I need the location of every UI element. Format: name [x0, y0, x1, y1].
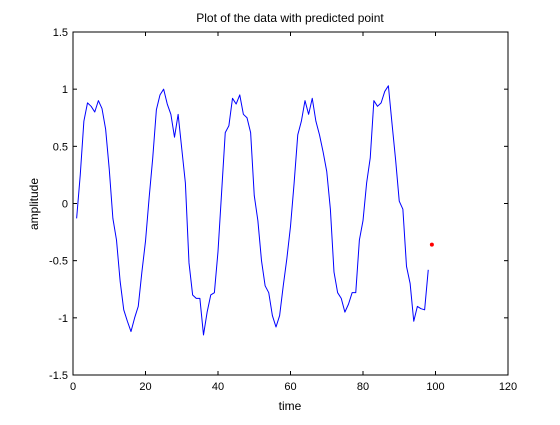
- chart-title: Plot of the data with predicted point: [196, 11, 384, 25]
- y-tick-label: 1.5: [53, 27, 68, 39]
- predicted-point-marker: [429, 242, 434, 247]
- y-tick-label: 0.5: [53, 141, 68, 153]
- plot-area: [72, 31, 509, 376]
- x-tick-label: 20: [139, 381, 151, 393]
- x-axis-label: time: [279, 399, 302, 413]
- data-series-line: [76, 85, 429, 336]
- y-tick-label: -0.5: [49, 256, 68, 268]
- y-tick-label: 0: [62, 199, 68, 211]
- series-layer: [76, 85, 434, 336]
- y-tick-label: 1: [62, 84, 68, 96]
- y-tick-label: -1: [58, 313, 68, 325]
- y-axis-ticks: -1.5 -1 -0.5 0 0.5 1 1.5: [49, 27, 508, 382]
- x-tick-label: 60: [284, 381, 296, 393]
- x-tick-label: 40: [212, 381, 224, 393]
- x-axis-ticks: 0 20 40 60 80 100 120: [70, 32, 517, 393]
- y-tick-label: -1.5: [49, 370, 68, 382]
- x-tick-label: 100: [426, 381, 444, 393]
- y-axis-label: amplitude: [27, 178, 41, 230]
- x-tick-label: 0: [70, 381, 76, 393]
- x-tick-label: 80: [357, 381, 369, 393]
- x-tick-label: 120: [499, 381, 517, 393]
